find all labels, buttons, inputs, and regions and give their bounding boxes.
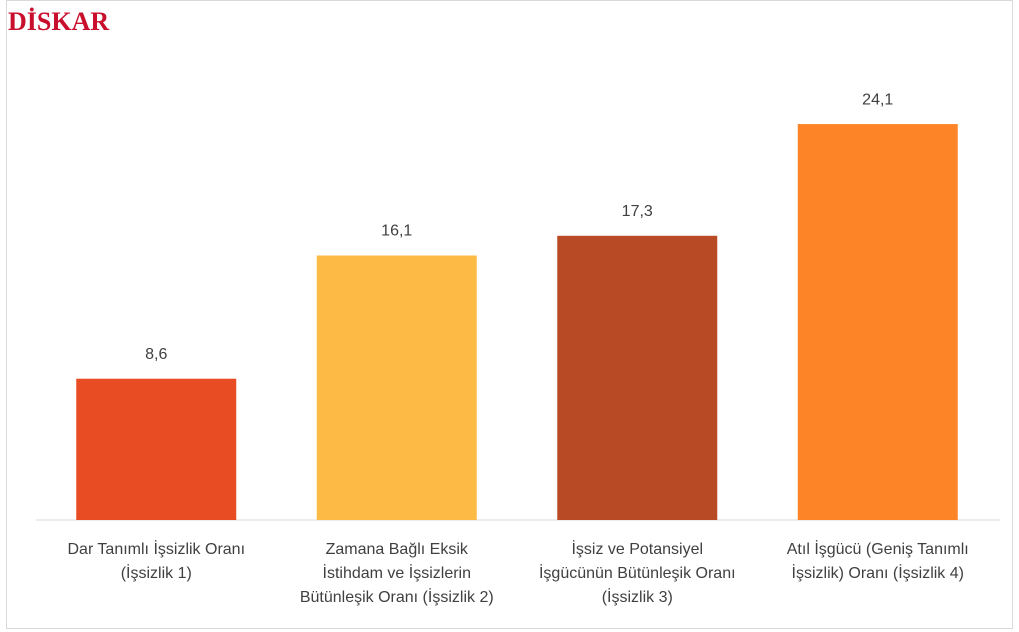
x-tick-label: Dar Tanımlı İşsizlik Oranı	[67, 539, 245, 558]
data-label: 8,6	[145, 346, 167, 363]
bar	[316, 255, 477, 520]
x-tick-label: İşsizlik) Oranı (İşsizlik 4)	[792, 563, 964, 582]
data-label: 17,3	[622, 203, 653, 220]
chart-frame	[6, 0, 1013, 629]
bar	[76, 378, 237, 520]
x-tick-label: İşgücünün Bütünleşik Oranı	[539, 563, 736, 582]
bar	[557, 235, 718, 521]
x-tick-label: Zamana Bağlı Eksik	[326, 541, 469, 558]
data-label: 24,1	[862, 91, 893, 108]
data-label: 16,1	[381, 223, 412, 240]
bar	[797, 124, 958, 521]
x-tick-label: Bütünleşik Oranı (İşsizlik 2)	[300, 587, 494, 606]
x-tick-label: İşsiz ve Potansiyel	[571, 539, 703, 558]
x-tick-label: (İşsizlik 1)	[121, 563, 192, 582]
x-tick-label: İstihdam ve İşsizlerin	[323, 563, 472, 582]
logo: DİSKAR	[8, 7, 109, 36]
x-tick-label: (İşsizlik 3)	[602, 587, 673, 606]
x-tick-label: Atıl İşgücü (Geniş Tanımlı	[787, 539, 969, 558]
